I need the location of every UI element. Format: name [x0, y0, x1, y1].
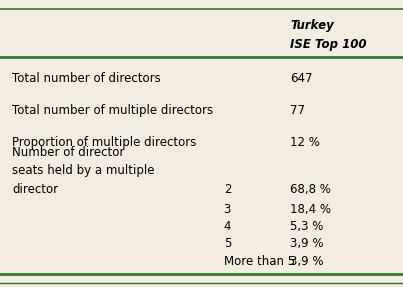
Text: 3: 3	[224, 203, 231, 216]
Text: 3,9 %: 3,9 %	[290, 255, 324, 268]
Text: Total number of multiple directors: Total number of multiple directors	[12, 104, 213, 117]
Text: 3,9 %: 3,9 %	[290, 237, 324, 251]
Text: 12 %: 12 %	[290, 135, 320, 149]
Text: Number of director: Number of director	[12, 146, 125, 159]
Text: 647: 647	[290, 72, 313, 86]
Text: 18,4 %: 18,4 %	[290, 203, 331, 216]
Text: 2: 2	[224, 183, 231, 196]
Text: ISE Top 100: ISE Top 100	[290, 38, 367, 51]
Text: Proportion of multiple directors: Proportion of multiple directors	[12, 135, 197, 149]
Text: 5,3 %: 5,3 %	[290, 220, 324, 233]
Text: seats held by a multiple: seats held by a multiple	[12, 164, 155, 177]
Text: 68,8 %: 68,8 %	[290, 183, 331, 196]
Text: Turkey: Turkey	[290, 19, 334, 32]
Text: 77: 77	[290, 104, 305, 117]
Text: director: director	[12, 183, 58, 196]
Text: More than 5: More than 5	[224, 255, 295, 268]
Text: Total number of directors: Total number of directors	[12, 72, 161, 86]
Text: 4: 4	[224, 220, 231, 233]
Text: 5: 5	[224, 237, 231, 251]
